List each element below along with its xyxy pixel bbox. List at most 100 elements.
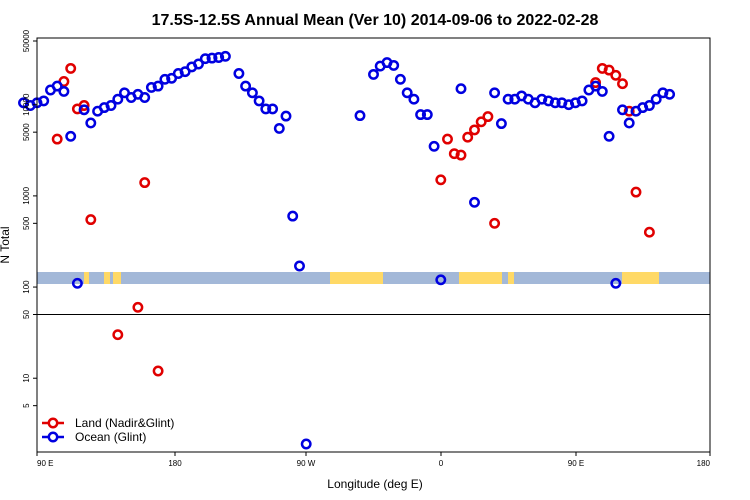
land-band-segment — [104, 272, 110, 284]
ocean-point — [300, 438, 312, 450]
y-tick-label: 500 — [22, 216, 31, 230]
legend-land-label: Land (Nadir&Glint) — [75, 416, 174, 430]
ocean-point — [368, 68, 379, 80]
ocean-point — [58, 85, 70, 97]
ocean-point — [213, 52, 225, 63]
land-point — [489, 217, 501, 229]
ocean-point — [455, 83, 467, 95]
ocean-point — [590, 80, 602, 92]
legend-ocean-marker — [47, 431, 59, 443]
ocean-point — [78, 104, 90, 116]
land-point — [139, 177, 151, 189]
y-tick-label: 10 — [22, 373, 31, 382]
ocean-point — [596, 85, 608, 97]
land-point — [455, 149, 467, 161]
ocean-point — [159, 73, 171, 85]
x-tick-label: 180 — [168, 459, 182, 468]
ocean-point — [469, 196, 480, 208]
ocean-point — [206, 52, 218, 64]
series-ocean — [18, 50, 676, 450]
ocean-point — [495, 118, 507, 130]
ocean-point — [603, 130, 615, 142]
land-point — [469, 124, 480, 136]
land-point — [435, 174, 447, 186]
land-point — [623, 105, 635, 117]
ocean-point — [287, 210, 299, 222]
land-point — [590, 77, 602, 89]
land-band-segment — [459, 272, 502, 284]
land-band-segment — [84, 272, 89, 284]
ocean-point — [38, 95, 50, 107]
ocean-point — [536, 93, 548, 105]
land-point — [448, 148, 460, 160]
x-tick-label: 90 E — [568, 459, 584, 468]
ocean-point — [51, 80, 63, 92]
ocean-point — [610, 277, 622, 289]
ocean-point — [233, 68, 245, 79]
ocean-point — [112, 93, 124, 105]
land-point — [610, 69, 622, 81]
ocean-point — [152, 80, 164, 92]
land-point — [603, 64, 615, 76]
land-point — [617, 78, 628, 90]
ocean-point — [643, 100, 655, 111]
y-axis-label: N Total — [0, 226, 12, 263]
ocean-point — [502, 93, 514, 105]
land-band-segment — [113, 272, 121, 284]
ocean-point — [253, 95, 265, 107]
ocean-point — [199, 53, 211, 65]
land-point — [132, 301, 144, 313]
ocean-point — [273, 122, 285, 134]
ocean-point — [219, 50, 231, 62]
ocean-point — [388, 59, 400, 71]
ocean-point — [139, 92, 151, 103]
ocean-point — [280, 110, 292, 122]
land-point — [85, 214, 97, 226]
ocean-point — [650, 93, 662, 105]
ocean-point — [408, 93, 420, 105]
chart-title: 17.5S-12.5S Annual Mean (Ver 10) 2014-09… — [152, 12, 599, 29]
ocean-point — [65, 130, 77, 142]
ocean-point — [394, 73, 406, 85]
y-axis-ticks: 50000 10000 5000 1000 500 100 50 10 5 — [22, 29, 37, 408]
ocean-point — [71, 277, 83, 289]
legend-ocean-label: Ocean (Glint) — [75, 430, 146, 444]
ocean-point — [105, 100, 117, 111]
y-tick-label: 100 — [22, 280, 31, 294]
ocean-point — [576, 95, 588, 107]
land-point — [462, 131, 474, 143]
ocean-point — [354, 110, 366, 122]
ocean-point — [421, 109, 433, 121]
land-point — [643, 226, 655, 238]
land-band-segment — [622, 272, 659, 284]
ocean-point — [85, 117, 97, 129]
x-tick-label: 180 — [697, 459, 711, 468]
land-point — [112, 329, 124, 341]
ocean-point — [246, 87, 258, 99]
y-tick-label: 10000 — [22, 93, 31, 116]
y-tick-label: 1000 — [22, 186, 31, 204]
land-point — [482, 111, 494, 123]
land-point — [65, 62, 77, 74]
ocean-point — [267, 103, 279, 115]
ocean-point — [549, 97, 561, 109]
x-axis-ticks: 90 E 180 90 W 0 90 E 180 — [36, 452, 711, 468]
y-tick-label: 5 — [22, 403, 31, 408]
data-points — [18, 50, 676, 450]
land-point — [78, 100, 90, 111]
y-tick-label: 50 — [22, 310, 31, 319]
ocean-point — [664, 88, 676, 100]
land-band-segment — [508, 272, 514, 284]
ocean-point — [435, 274, 447, 286]
ocean-point — [428, 140, 440, 152]
ocean-point — [145, 81, 157, 93]
ocean-point — [294, 260, 305, 272]
x-tick-label: 0 — [439, 459, 444, 468]
y-tick-label: 5000 — [22, 123, 31, 141]
x-axis-label: Longitude (deg E) — [327, 477, 422, 491]
ocean-point — [260, 103, 272, 115]
ocean-point — [657, 87, 669, 99]
x-tick-label: 90 W — [297, 459, 316, 468]
ocean-point — [623, 117, 635, 129]
